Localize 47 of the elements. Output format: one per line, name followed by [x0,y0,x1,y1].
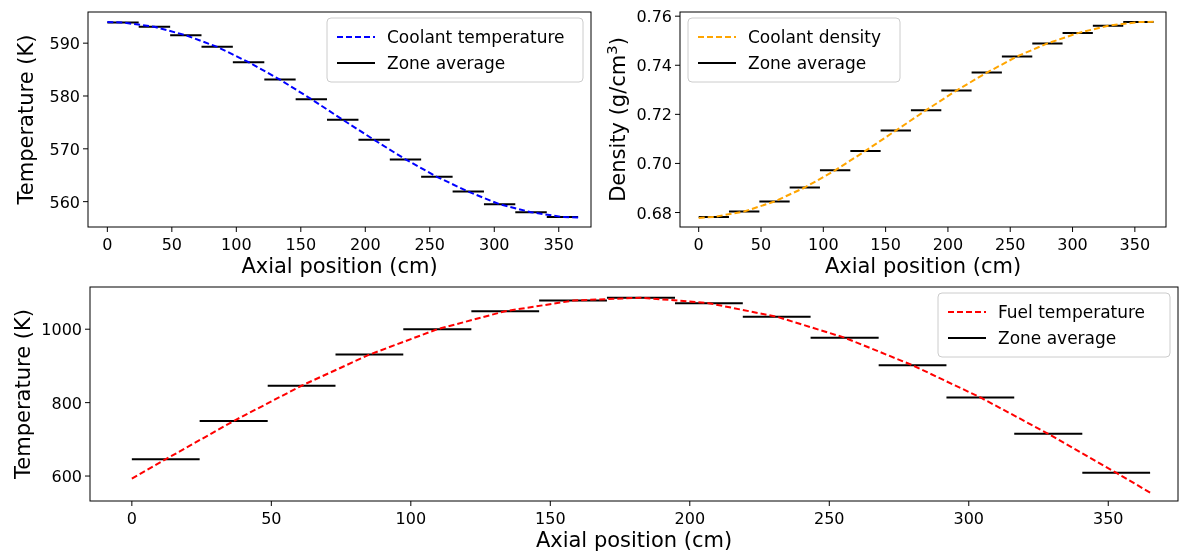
x-tick-label: 350 [1119,235,1151,254]
legend-label: Coolant density [748,27,881,47]
x-tick-label: 250 [814,509,845,528]
y-tick-label: 0.76 [636,7,672,27]
x-axis-title: Axial position (cm) [535,528,733,552]
y-tick-label: 0.72 [636,105,672,125]
x-tick-label: 350 [1092,509,1124,528]
x-tick-label: 0 [126,509,137,528]
y-tick-label: 590 [49,34,80,54]
y-tick-label: 0.70 [636,154,672,174]
x-tick-label: 350 [543,235,575,254]
x-tick-label: 0 [102,235,113,254]
y-axis-title: Temperature (K) [14,34,38,206]
x-tick-label: 100 [808,235,839,254]
y-tick-label: 800 [51,393,82,413]
x-tick-label: 150 [535,509,566,528]
x-tick-label: 50 [161,235,183,254]
x-tick-label: 150 [870,235,901,254]
x-tick-label: 50 [750,235,772,254]
legend-label: Zone average [748,53,867,73]
y-tick-label: 580 [49,86,80,106]
y-tick-label: 560 [49,192,80,212]
legend-label: Fuel temperature [998,302,1146,322]
x-tick-label: 200 [350,235,381,254]
legend-label: Zone average [998,328,1117,348]
x-tick-label: 100 [395,509,427,528]
x-tick-label: 300 [479,235,510,254]
x-tick-label: 250 [414,235,446,254]
y-tick-label: 1000 [41,320,82,340]
y-tick-label: 0.74 [636,56,672,76]
y-tick-label: 0.68 [636,203,672,223]
legend-label: Coolant temperature [387,27,565,47]
x-tick-label: 200 [674,509,706,528]
x-tick-label: 200 [932,235,964,254]
y-axis-title: Temperature (K) [11,309,35,480]
x-axis-title: Axial position (cm) [824,254,1022,278]
y-tick-label: 600 [51,467,82,487]
y-tick-label: 570 [49,139,80,159]
legend-label: Zone average [387,53,506,73]
x-tick-label: 100 [221,235,252,254]
x-tick-label: 250 [994,235,1026,254]
x-tick-label: 0 [693,235,704,254]
x-axis-title: Axial position (cm) [241,254,438,278]
x-tick-label: 50 [261,509,282,528]
x-tick-label: 300 [953,509,985,528]
x-tick-label: 150 [285,235,317,254]
x-tick-label: 300 [1057,235,1088,254]
